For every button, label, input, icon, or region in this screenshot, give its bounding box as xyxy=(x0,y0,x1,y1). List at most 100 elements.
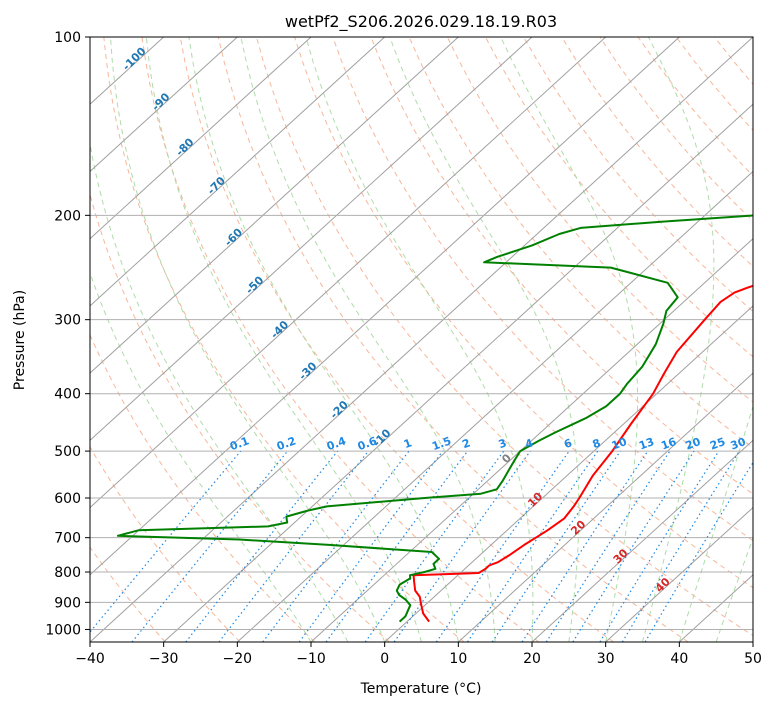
mixing-ratio-line xyxy=(572,450,695,642)
isotherm-line xyxy=(90,37,607,509)
dry-adiabat-label: -70 xyxy=(205,174,228,197)
dry-adiabat-line xyxy=(523,37,753,313)
chart-title: wetPf2_S206.2026.029.18.19.R03 xyxy=(285,12,557,32)
mixing-ratio-lines xyxy=(90,450,753,642)
dry-adiabat-line xyxy=(714,37,753,85)
dry-adiabat-line xyxy=(561,37,753,267)
moist-adiabat-label: 40 xyxy=(653,575,673,595)
mixing-ratio-line xyxy=(491,450,621,642)
dry-adiabat-label: -80 xyxy=(173,135,196,158)
mixing-ratio-label: 1 xyxy=(402,436,414,451)
dry-adiabat-line xyxy=(90,445,241,642)
mixing-ratio-label: 0.6 xyxy=(356,434,379,453)
dry-adiabat-label: -90 xyxy=(149,90,172,113)
mixing-ratio-label: 25 xyxy=(708,435,727,452)
dry-adiabat-label: -20 xyxy=(328,398,351,421)
dry-adiabat-line xyxy=(90,333,316,642)
mixing-ratio-label: 4 xyxy=(523,436,535,451)
dry-adiabat-line xyxy=(141,37,540,642)
mixing-ratio-label: 20 xyxy=(684,435,703,453)
moist-adiabat-line xyxy=(715,536,753,642)
x-tick-label: 10 xyxy=(449,651,467,667)
moist-adiabat-line xyxy=(110,37,386,642)
dry-adiabat-line xyxy=(90,192,390,642)
mixing-ratio-label: 2 xyxy=(461,436,473,451)
mixing-ratio-line xyxy=(521,450,649,642)
mixing-ratio-line xyxy=(298,450,444,642)
mixing-ratio-label: 6 xyxy=(562,436,574,451)
moist-adiabat-line xyxy=(145,37,422,642)
moist-adiabat-label: 20 xyxy=(568,517,588,537)
x-tick-label: −30 xyxy=(149,651,179,667)
mixing-ratio-label: 30 xyxy=(729,435,748,453)
isotherms xyxy=(90,37,753,642)
y-axis-ticks: 100 200 300 400 500 600 700 800 900 1000 xyxy=(45,30,90,638)
moist-adiabat-line xyxy=(188,37,459,642)
isotherm-line xyxy=(90,37,533,442)
y-tick-label: 800 xyxy=(54,565,81,581)
dry-adiabat-label: -100 xyxy=(120,44,149,73)
dry-adiabat-label: -30 xyxy=(296,359,319,382)
x-axis-label: Temperature (°C) xyxy=(360,681,482,697)
moist-adiabat-line xyxy=(90,141,349,642)
dry-adiabats xyxy=(90,37,753,642)
isotherm-line xyxy=(384,305,753,642)
dry-adiabat-line xyxy=(370,37,753,495)
isotherm-line xyxy=(752,641,753,642)
x-tick-label: −10 xyxy=(296,651,326,667)
mixing-ratio-label: 3 xyxy=(497,436,509,451)
isotherm-line xyxy=(531,439,753,642)
y-tick-label: 500 xyxy=(54,444,81,460)
mixing-ratio-line xyxy=(435,450,570,642)
sounding-profiles xyxy=(116,214,753,623)
dry-adiabat-line xyxy=(103,37,465,642)
isotherm-line xyxy=(90,37,386,307)
plot-frame xyxy=(89,36,754,643)
dry-adiabat-label: -40 xyxy=(268,318,291,341)
x-tick-label: 40 xyxy=(670,651,688,667)
dry-adiabat-line xyxy=(256,37,753,637)
dry-adiabat-line xyxy=(217,37,689,642)
mixing-ratio-label: 0.1 xyxy=(228,434,251,453)
moist-adiabat-line xyxy=(305,37,534,642)
isotherm-line xyxy=(310,237,753,642)
mixing-ratio-line xyxy=(262,450,410,642)
mixing-ratio-label: 0.4 xyxy=(325,434,348,453)
isotherm-line xyxy=(90,37,680,576)
mixing-ratio-line xyxy=(545,450,671,642)
dry-adiabat-label: -50 xyxy=(243,273,266,296)
mixing-ratio-line xyxy=(644,461,753,642)
dry-adiabat-line xyxy=(675,37,753,131)
x-axis-ticks: −40 −30 −20 −10 0 10 20 30 40 50 xyxy=(75,642,762,667)
mixing-ratio-label: 10 xyxy=(610,435,629,453)
y-axis-label: Pressure (hPa) xyxy=(12,290,28,390)
isotherm-line xyxy=(605,506,753,642)
mixing-ratio-label: 1.5 xyxy=(430,434,453,453)
y-tick-label: 200 xyxy=(54,208,81,224)
dry-adiabat-line xyxy=(446,37,753,403)
isotherm-line xyxy=(90,37,238,173)
isotherm-line xyxy=(163,103,753,642)
moist-adiabat-label: 30 xyxy=(611,546,631,566)
x-tick-label: 20 xyxy=(523,651,541,667)
x-tick-label: 50 xyxy=(744,651,762,667)
y-tick-label: 100 xyxy=(54,30,81,46)
y-tick-label: 700 xyxy=(54,531,81,547)
mixing-ratio-label: 13 xyxy=(637,435,656,452)
mixing-ratio-line xyxy=(364,450,505,642)
moist-adiabat-line xyxy=(90,271,312,642)
y-tick-label: 1000 xyxy=(45,622,81,638)
x-tick-label: −40 xyxy=(75,651,105,667)
mixing-ratio-line xyxy=(185,450,339,642)
moist-adiabats xyxy=(90,37,753,642)
isotherm-line xyxy=(90,37,753,642)
moist-adiabat-line xyxy=(678,404,753,642)
y-tick-label: 400 xyxy=(54,387,81,403)
moist-adiabat-line xyxy=(500,37,639,642)
y-tick-label: 900 xyxy=(54,595,81,611)
mixing-ratio-line xyxy=(621,450,740,642)
dry-adiabat-line xyxy=(90,546,166,642)
mixing-ratio-line xyxy=(90,450,242,633)
temperature-profile-line xyxy=(412,284,753,623)
dewpoint-profile-line xyxy=(116,214,753,623)
